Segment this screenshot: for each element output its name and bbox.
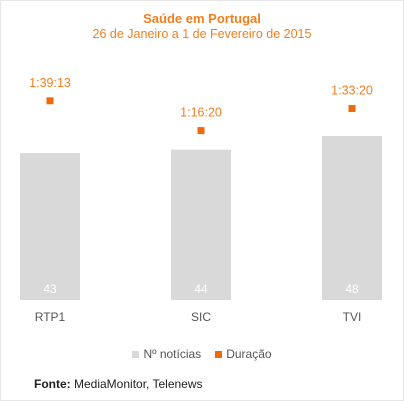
duration-label-rtp1: 1:39:13 (29, 76, 71, 90)
bar-tvi (322, 136, 382, 300)
legend-item-noticias[interactable]: Nº notícias (132, 347, 201, 361)
legend-swatch-noticias (132, 350, 140, 358)
legend-swatch-duracao (215, 350, 223, 358)
bar-value-label-rtp1: 43 (43, 282, 57, 296)
chart-title: Saúde em Portugal (143, 11, 261, 26)
legend-item-duracao[interactable]: Duração (215, 347, 272, 361)
duration-marker-sic (197, 127, 205, 135)
source-label: Fonte: (34, 377, 71, 391)
duration-label-sic: 1:16:20 (180, 106, 222, 120)
x-tick-label-rtp1: RTP1 (35, 310, 66, 324)
bar-value-label-tvi: 48 (345, 282, 359, 296)
bar-rtp1 (20, 153, 80, 300)
chart-subtitle: 26 de Janeiro a 1 de Fevereiro de 2015 (92, 27, 312, 41)
source-note: Fonte: MediaMonitor, Telenews (34, 377, 203, 391)
legend-label-noticias: Nº notícias (143, 347, 202, 361)
x-tick-label-tvi: TVI (343, 310, 362, 324)
x-tick-label-sic: SIC (191, 310, 211, 324)
legend-label-duracao: Duração (226, 347, 272, 361)
legend: Nº notícias Duração (0, 347, 404, 361)
bar-value-label-sic: 44 (194, 282, 208, 296)
bar-sic (171, 149, 231, 300)
duration-label-tvi: 1:33:20 (331, 83, 373, 97)
source-text: MediaMonitor, Telenews (74, 377, 203, 391)
duration-marker-tvi (348, 104, 356, 112)
duration-marker-rtp1 (46, 97, 54, 105)
